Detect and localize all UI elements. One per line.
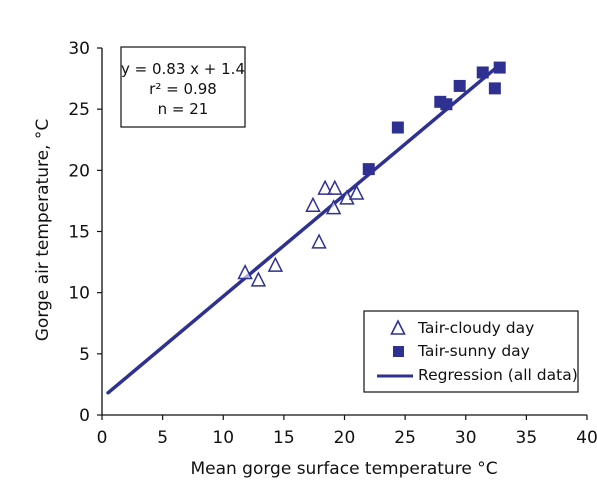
sunny-day-point (476, 66, 489, 79)
r-squared-text: r² = 0.98 (149, 80, 217, 98)
cloudy-day-point (325, 199, 342, 215)
cloudy-day-point (327, 179, 343, 195)
y-tick-label: 30 (68, 39, 90, 59)
y-tick-label: 15 (68, 223, 90, 243)
cloudy-day-point (237, 263, 253, 280)
y-tick-label: 5 (79, 345, 90, 365)
legend-label-sunny: Tair-sunny day (417, 342, 530, 360)
y-axis-title: Gorge air temperature, °C (33, 119, 53, 342)
y-tick-label: 10 (68, 284, 90, 304)
x-tick-label: 30 (455, 428, 477, 448)
x-tick-label: 10 (212, 428, 234, 448)
x-tick-label: 25 (394, 428, 416, 448)
cloudy-day-point (305, 196, 321, 212)
sunny-day-point (362, 163, 375, 176)
x-tick-label: 0 (97, 428, 108, 448)
y-tick-label: 25 (68, 100, 90, 120)
cloudy-day-point (317, 179, 333, 195)
sunny-day-point (493, 61, 506, 74)
equation-text: y = 0.83 x + 1.4 (121, 60, 245, 78)
x-tick-label: 35 (516, 428, 538, 448)
equation-box: y = 0.83 x + 1.4 r² = 0.98 n = 21 (120, 46, 246, 128)
y-tick-label: 0 (79, 406, 90, 426)
x-axis-title: Mean gorge surface temperature °C (190, 459, 497, 479)
legend-triangle-marker (390, 319, 406, 335)
legend-square-marker (393, 346, 404, 357)
sunny-day-point (488, 82, 501, 95)
cloudy-day-point (348, 184, 365, 200)
x-tick-label: 15 (273, 428, 295, 448)
sunny-day-point (440, 98, 453, 111)
y-tick-label: 20 (68, 161, 90, 181)
legend: Tair-cloudy day Tair-sunny day Regressio… (363, 310, 579, 393)
sunny-day-point (391, 121, 404, 134)
data-points (237, 61, 506, 287)
legend-label-cloudy: Tair-cloudy day (417, 319, 534, 337)
legend-label-regression: Regression (all data) (418, 366, 578, 384)
n-text: n = 21 (158, 100, 209, 118)
cloudy-day-point (250, 271, 267, 287)
x-tick-label: 5 (157, 428, 168, 448)
x-tick-label: 40 (576, 428, 597, 448)
axes (97, 47, 588, 420)
tick-labels: 0 5 10 15 20 25 30 35 40 0 5 10 15 20 25 30 (68, 39, 597, 448)
equation-box-frame (120, 46, 246, 128)
regression-line (106, 63, 502, 395)
sunny-day-point (453, 79, 466, 92)
cloudy-day-point (267, 256, 284, 272)
cloudy-day-point (311, 233, 327, 249)
regression-line-path (106, 63, 502, 395)
x-tick-label: 20 (334, 428, 356, 448)
